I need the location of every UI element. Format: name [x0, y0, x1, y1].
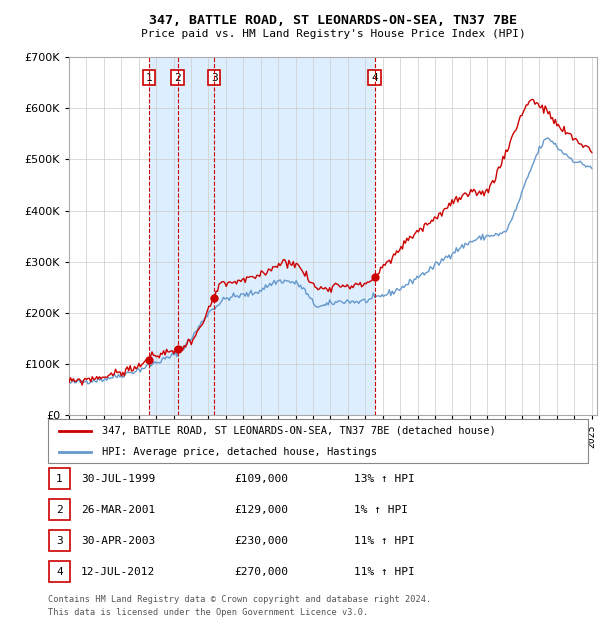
Text: 4: 4: [371, 73, 378, 82]
Text: 11% ↑ HPI: 11% ↑ HPI: [354, 567, 415, 577]
Text: 13% ↑ HPI: 13% ↑ HPI: [354, 474, 415, 484]
Text: 2: 2: [56, 505, 63, 515]
Text: Contains HM Land Registry data © Crown copyright and database right 2024.: Contains HM Land Registry data © Crown c…: [48, 595, 431, 604]
FancyBboxPatch shape: [49, 468, 70, 489]
Text: 12-JUL-2012: 12-JUL-2012: [81, 567, 155, 577]
Text: 3: 3: [211, 73, 218, 82]
Text: 347, BATTLE ROAD, ST LEONARDS-ON-SEA, TN37 7BE: 347, BATTLE ROAD, ST LEONARDS-ON-SEA, TN…: [149, 14, 517, 27]
FancyBboxPatch shape: [49, 561, 70, 582]
Bar: [149, 57, 374, 415]
Text: £270,000: £270,000: [234, 567, 288, 577]
Text: 30-APR-2003: 30-APR-2003: [81, 536, 155, 546]
Text: This data is licensed under the Open Government Licence v3.0.: This data is licensed under the Open Gov…: [48, 608, 368, 617]
FancyBboxPatch shape: [48, 418, 588, 463]
Text: HPI: Average price, detached house, Hastings: HPI: Average price, detached house, Hast…: [102, 447, 377, 457]
Text: £109,000: £109,000: [234, 474, 288, 484]
Text: 4: 4: [56, 567, 63, 577]
Text: 1: 1: [56, 474, 63, 484]
Text: 26-MAR-2001: 26-MAR-2001: [81, 505, 155, 515]
FancyBboxPatch shape: [49, 499, 70, 520]
Text: Price paid vs. HM Land Registry's House Price Index (HPI): Price paid vs. HM Land Registry's House …: [140, 29, 526, 38]
Text: 30-JUL-1999: 30-JUL-1999: [81, 474, 155, 484]
Text: 11% ↑ HPI: 11% ↑ HPI: [354, 536, 415, 546]
Text: 2: 2: [174, 73, 181, 82]
Text: 347, BATTLE ROAD, ST LEONARDS-ON-SEA, TN37 7BE (detached house): 347, BATTLE ROAD, ST LEONARDS-ON-SEA, TN…: [102, 426, 496, 436]
Text: £129,000: £129,000: [234, 505, 288, 515]
Text: 1: 1: [145, 73, 152, 82]
Text: 3: 3: [56, 536, 63, 546]
FancyBboxPatch shape: [49, 530, 70, 551]
Text: 1% ↑ HPI: 1% ↑ HPI: [354, 505, 408, 515]
Text: £230,000: £230,000: [234, 536, 288, 546]
